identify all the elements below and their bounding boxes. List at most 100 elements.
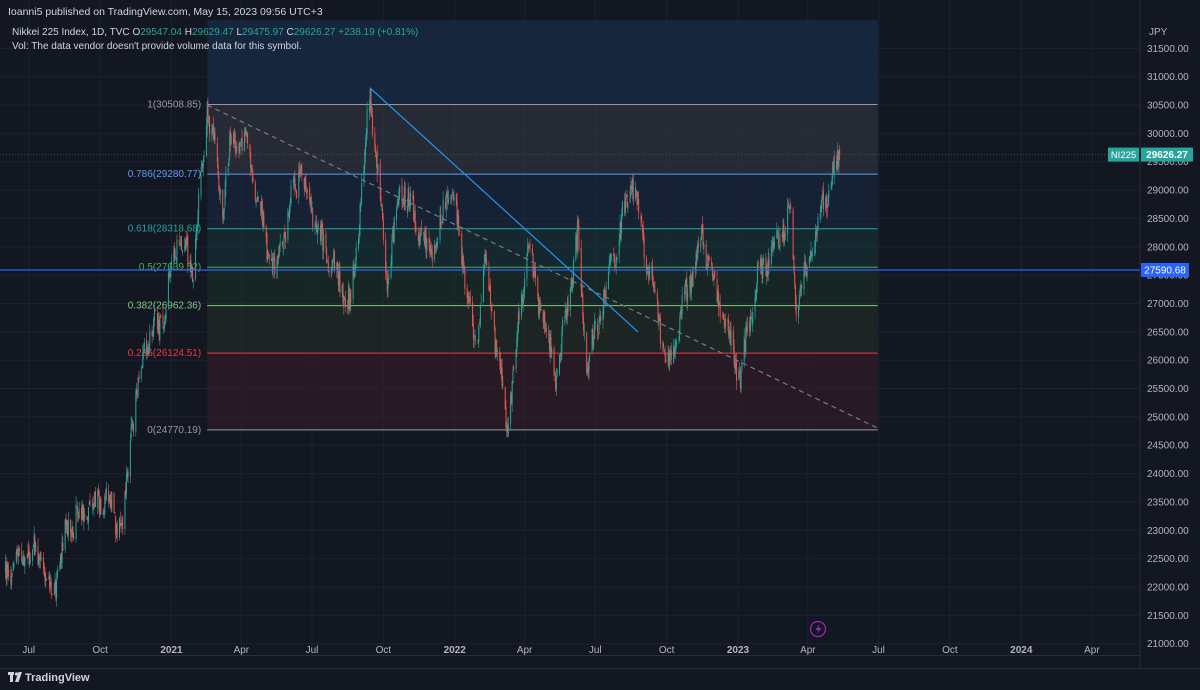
candle-body (46, 579, 48, 581)
candle-body (464, 268, 466, 289)
candle-body (431, 251, 433, 262)
candle-body (825, 198, 827, 209)
high-key: H (184, 27, 192, 38)
candle-body (472, 323, 474, 340)
candle-body (663, 343, 665, 349)
candle (111, 491, 113, 513)
candle-body (638, 199, 640, 213)
candle (70, 528, 72, 543)
candle-body (10, 574, 12, 583)
candle (733, 339, 735, 368)
candle-body (777, 231, 779, 234)
candle (125, 466, 127, 500)
candle-body (240, 138, 242, 144)
candle-body (94, 491, 96, 508)
candle-body (375, 153, 377, 161)
candle (109, 493, 111, 509)
candle-body (580, 248, 582, 290)
candle-body (300, 164, 302, 171)
candle-body (576, 234, 578, 250)
candle (808, 255, 810, 268)
last-price-badge-label: 29626.27 (1146, 150, 1188, 161)
candle (222, 208, 224, 225)
candle-body (396, 209, 398, 220)
candle (310, 193, 312, 214)
change-value: +238.19 (+0.81%) (338, 27, 419, 38)
candle-body (752, 311, 754, 324)
candle (589, 351, 591, 362)
candle (689, 275, 691, 298)
candle (583, 323, 585, 341)
candle (40, 551, 42, 562)
candle-body (839, 149, 841, 155)
candle-body (716, 279, 718, 302)
candle (598, 315, 600, 335)
candle-body (305, 175, 307, 191)
candle-body (386, 274, 388, 292)
candle (344, 296, 346, 302)
candle (116, 520, 118, 542)
candle (27, 543, 29, 565)
candle (33, 526, 35, 556)
candle (537, 275, 539, 301)
candle (404, 181, 406, 211)
candle (244, 126, 246, 135)
candle (770, 240, 772, 267)
candle-body (371, 115, 373, 134)
candle (489, 278, 491, 308)
candle-body (138, 374, 140, 380)
candle (616, 253, 618, 262)
candle (767, 261, 769, 282)
candle-body (658, 316, 660, 323)
candle-body (679, 316, 681, 335)
candle (833, 150, 835, 185)
candle-body (299, 166, 301, 175)
candle-body (369, 88, 371, 109)
candle-body (515, 349, 517, 370)
candle (708, 255, 710, 262)
candle-body (108, 491, 110, 501)
footer-bar: TradingView (0, 668, 1200, 690)
time-tick-label: Jul (872, 645, 885, 656)
candle-body (240, 144, 242, 146)
candle-body (642, 229, 644, 238)
candle (482, 264, 484, 303)
candle (309, 182, 311, 206)
candle (798, 304, 800, 324)
candle (38, 553, 40, 568)
candle-body (176, 239, 178, 261)
candle (691, 271, 693, 288)
candle-body (697, 243, 699, 248)
time-tick-label: Jul (22, 645, 35, 656)
candle-body (12, 563, 14, 572)
candle-body (670, 350, 672, 360)
candle (642, 221, 644, 244)
candle (64, 519, 66, 554)
candle-body (415, 227, 417, 233)
candle-body (323, 235, 325, 252)
candle (223, 206, 225, 221)
candle (531, 243, 533, 256)
candle (358, 233, 360, 252)
candle-body (212, 123, 214, 140)
candle-body (745, 327, 747, 354)
candle-body (376, 150, 378, 175)
candle-body (165, 309, 167, 319)
candle (415, 221, 417, 236)
candle-body (88, 503, 90, 505)
candle-body (544, 311, 546, 334)
candle-body (625, 196, 627, 198)
candle (570, 277, 572, 292)
fib-level-label: 0.618(28318.68) (128, 224, 201, 235)
candle-body (299, 169, 301, 178)
candle (440, 205, 442, 230)
open-value: 29547.04 (140, 27, 182, 38)
candle-body (772, 241, 774, 248)
candle (534, 262, 536, 286)
candle-body (571, 277, 573, 287)
candle-body (719, 303, 721, 317)
candle (516, 331, 518, 358)
candle-body (5, 561, 7, 578)
candle (143, 343, 145, 360)
